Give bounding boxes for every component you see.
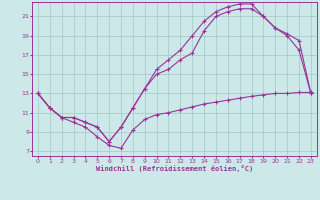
- X-axis label: Windchill (Refroidissement éolien,°C): Windchill (Refroidissement éolien,°C): [96, 165, 253, 172]
